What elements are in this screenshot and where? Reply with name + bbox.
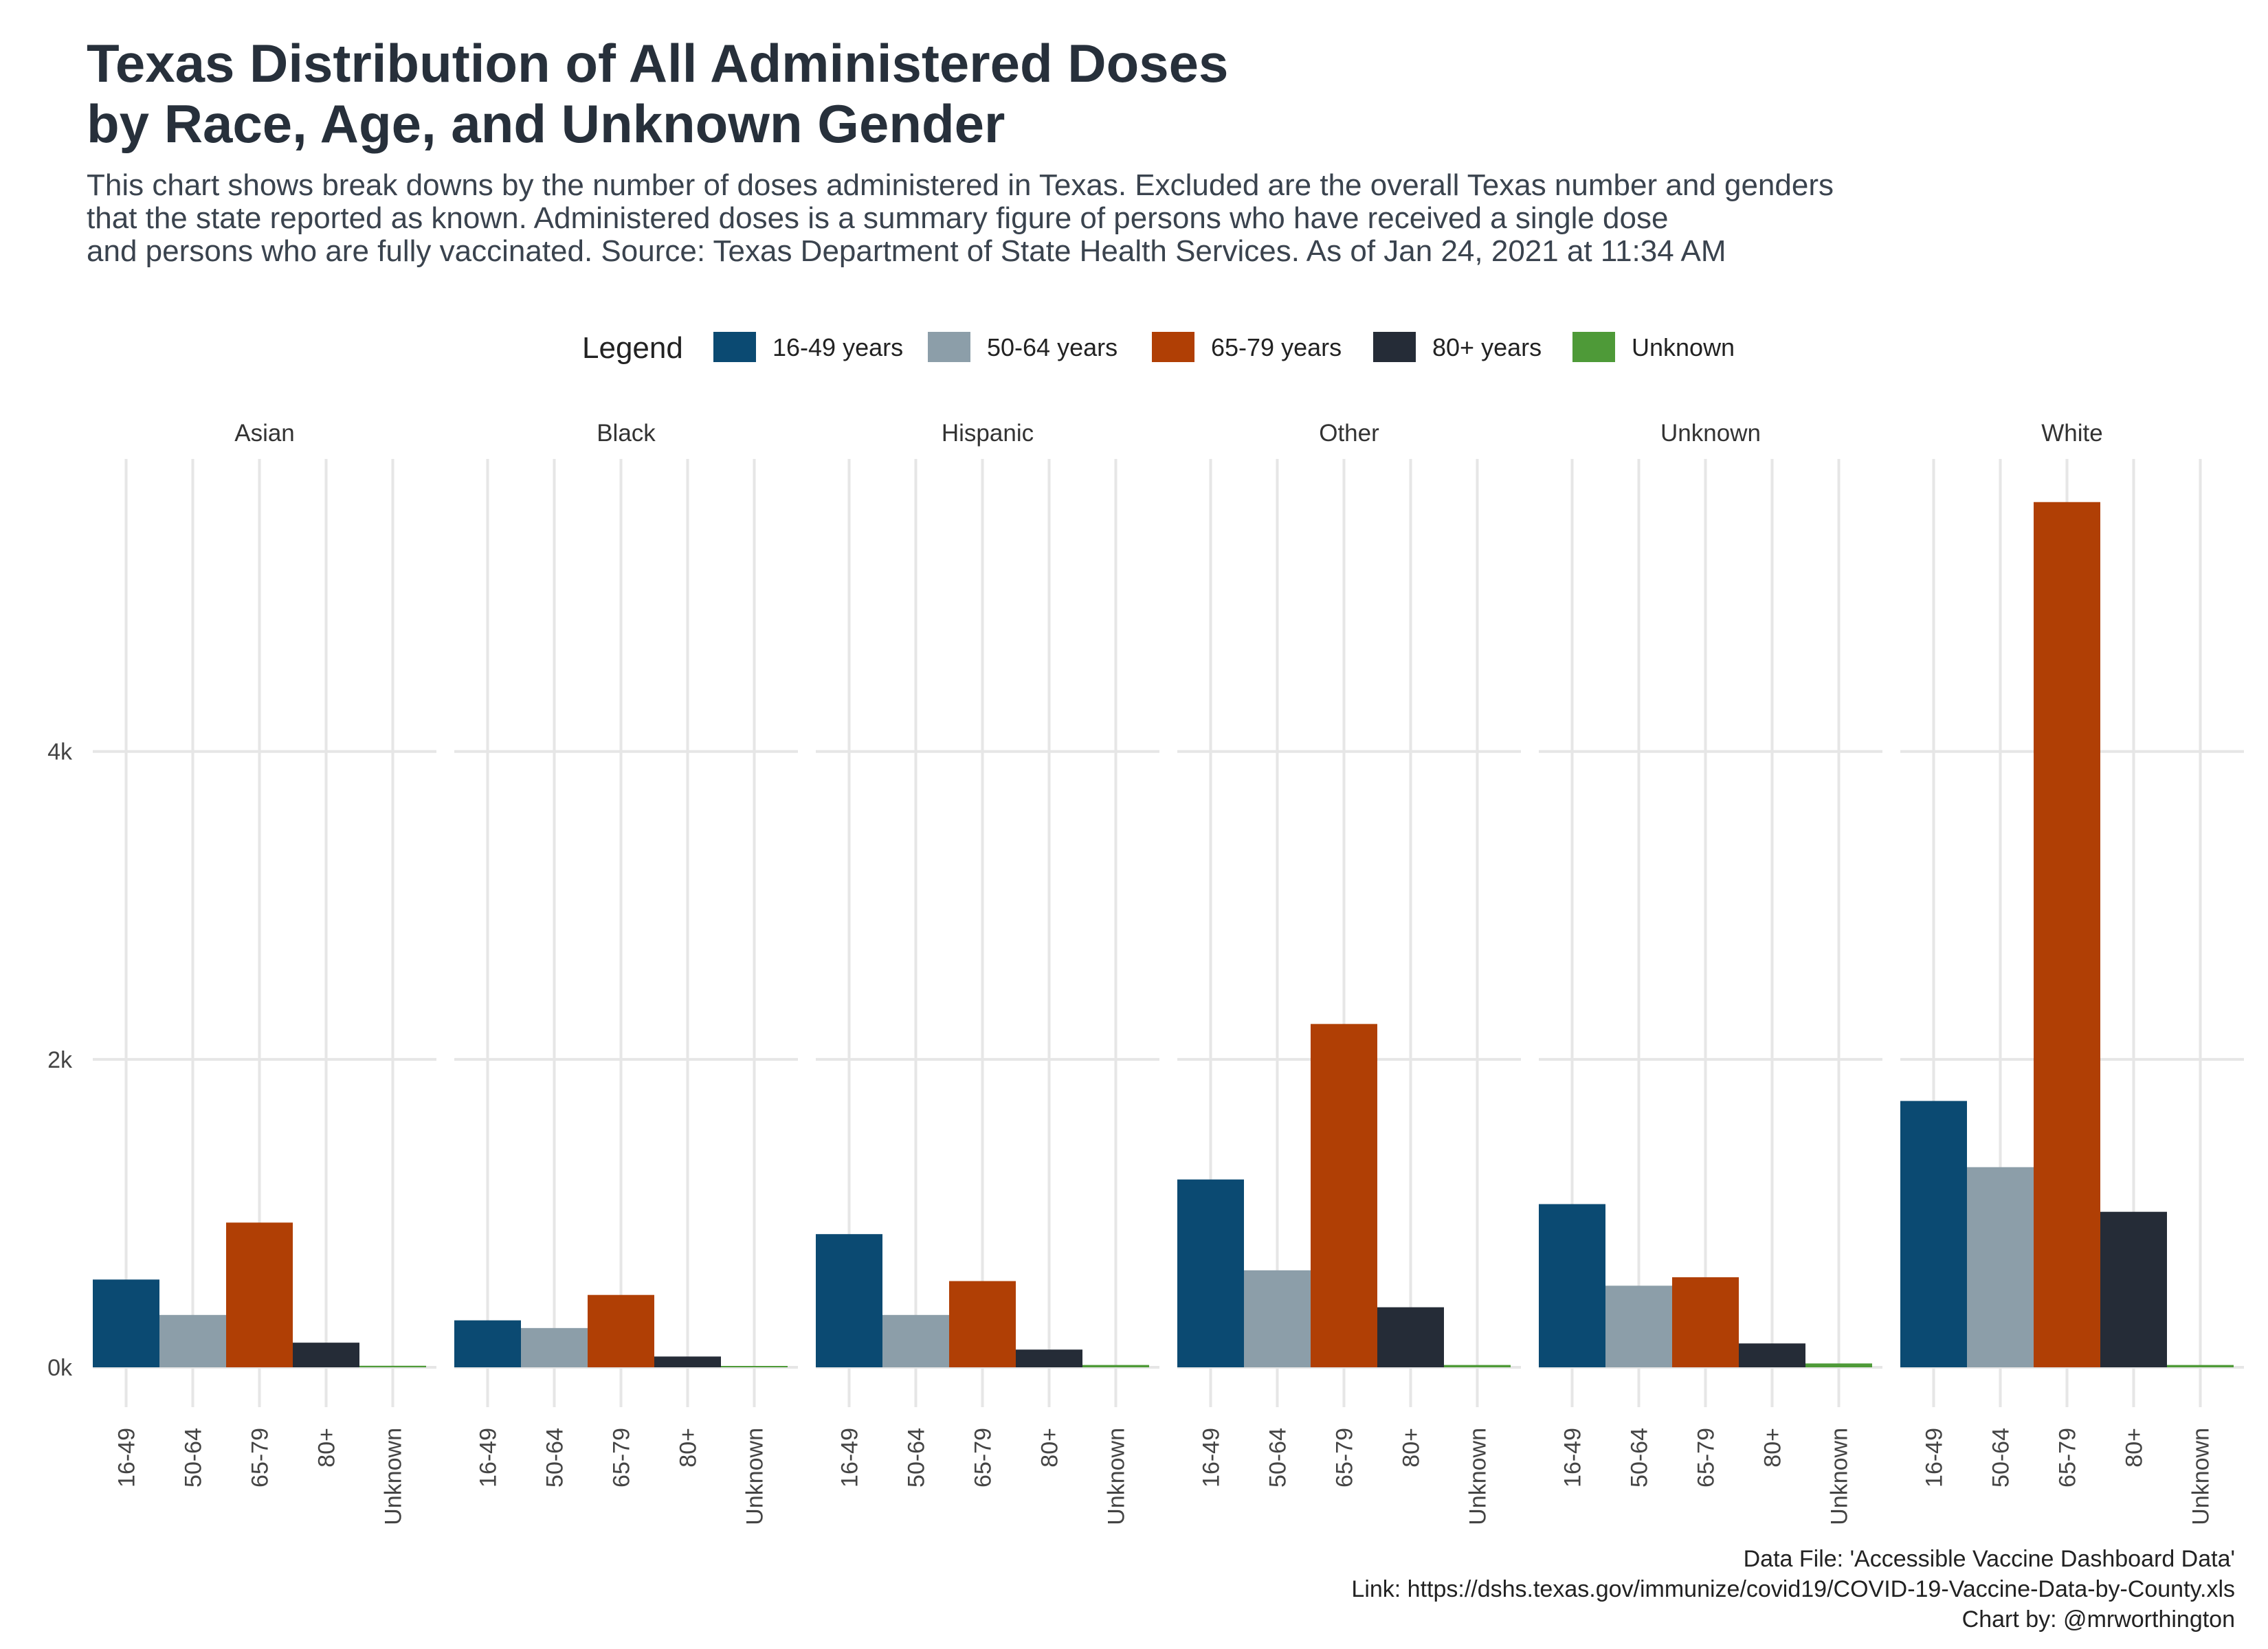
bar-asian-unknown (359, 1365, 426, 1367)
x-tick-label-black-65-79: 65-79 (609, 1428, 635, 1488)
x-tick-label-asian-80: 80+ (314, 1428, 340, 1468)
chart-title-line-2: by Race, Age, and Unknown Gender (87, 93, 1005, 154)
x-tick-label-white-16-49: 16-49 (1922, 1428, 1948, 1488)
y-tick-label-2k: 2k (47, 1047, 73, 1073)
x-tick-label-black-unknown: Unknown (742, 1428, 768, 1525)
x-tick-label-other-80: 80+ (1399, 1428, 1425, 1468)
bar-black-unknown (721, 1366, 788, 1367)
facet-label-hispanic: Hispanic (942, 420, 1034, 447)
bar-asian-16-49 (93, 1279, 159, 1367)
x-tick-label-black-50-64: 50-64 (542, 1428, 568, 1488)
legend-label-16-49: 16-49 years (772, 333, 903, 361)
y-tick-label-4k: 4k (47, 739, 73, 765)
x-tick-label-other-unknown: Unknown (1465, 1428, 1491, 1525)
bar-other-50-64 (1244, 1270, 1311, 1367)
x-tick-label-asian-16-49: 16-49 (114, 1428, 140, 1488)
x-tick-label-hispanic-16-49: 16-49 (837, 1428, 863, 1488)
facet-label-white: White (2041, 420, 2102, 447)
x-tick-label-other-50-64: 50-64 (1265, 1428, 1291, 1488)
caption-data-file: Data File: 'Accessible Vaccine Dashboard… (1743, 1546, 2235, 1572)
bar-other-unknown (1444, 1365, 1511, 1367)
bar-asian-65-79 (226, 1222, 293, 1367)
facet-label-unknown: Unknown (1660, 420, 1761, 447)
bar-hispanic-80 (1016, 1349, 1082, 1367)
bar-hispanic-16-49 (816, 1234, 882, 1367)
y-tick-label-0k: 0k (47, 1355, 73, 1381)
bar-asian-80 (293, 1343, 359, 1367)
x-tick-label-unknown-80: 80+ (1760, 1428, 1786, 1468)
x-tick-label-other-16-49: 16-49 (1199, 1428, 1225, 1488)
bar-white-16-49 (1900, 1101, 1967, 1367)
legend-label-unknown: Unknown (1632, 333, 1735, 361)
x-tick-label-hispanic-50-64: 50-64 (904, 1428, 930, 1488)
bar-other-65-79 (1311, 1024, 1377, 1367)
bar-black-50-64 (521, 1327, 588, 1367)
bar-white-80 (2100, 1211, 2167, 1367)
caption-author: Chart by: @mrworthington (1961, 1606, 2235, 1633)
bar-black-80 (654, 1356, 721, 1367)
subtitle-line-2: that the state reported as known. Admini… (87, 201, 1669, 235)
x-tick-label-hispanic-80: 80+ (1037, 1428, 1063, 1468)
bar-unknown-unknown (1805, 1363, 1872, 1367)
chart-subtitle: This chart shows break downs by the numb… (87, 169, 2217, 268)
bar-hispanic-65-79 (949, 1281, 1016, 1367)
chart-title: Texas Distribution of All Administered D… (87, 33, 1874, 154)
facet-label-black: Black (597, 420, 656, 447)
legend-swatch-unknown (1572, 332, 1615, 362)
legend-swatch-65-79 (1152, 332, 1194, 362)
bar-other-16-49 (1177, 1179, 1244, 1367)
bar-white-65-79 (2034, 502, 2100, 1367)
bar-black-65-79 (588, 1294, 654, 1367)
bar-asian-50-64 (159, 1314, 226, 1367)
facet-label-asian: Asian (234, 420, 295, 447)
bar-chart: Legend 16-49 years 50-64 years 65-79 years 8… (47, 331, 2244, 1525)
x-tick-label-black-80: 80+ (676, 1428, 702, 1468)
x-tick-label-unknown-65-79: 65-79 (1693, 1428, 1720, 1488)
bar-hispanic-unknown (1082, 1365, 1149, 1367)
legend-label-50-64: 50-64 years (987, 333, 1118, 361)
x-tick-label-white-unknown: Unknown (2188, 1428, 2214, 1525)
bar-other-80 (1377, 1307, 1444, 1367)
x-tick-label-unknown-unknown: Unknown (1827, 1428, 1853, 1525)
x-tick-label-unknown-50-64: 50-64 (1627, 1428, 1653, 1488)
bar-hispanic-50-64 (882, 1314, 949, 1367)
bar-unknown-80 (1739, 1343, 1805, 1367)
subtitle-line-1: This chart shows break downs by the numb… (87, 168, 1834, 202)
x-tick-label-white-65-79: 65-79 (2055, 1428, 2081, 1488)
x-tick-label-asian-unknown: Unknown (381, 1428, 407, 1525)
x-tick-label-unknown-16-49: 16-49 (1560, 1428, 1586, 1488)
bar-unknown-65-79 (1672, 1277, 1739, 1367)
x-tick-label-hispanic-unknown: Unknown (1104, 1428, 1130, 1525)
legend-label-80: 80+ years (1432, 333, 1542, 361)
x-tick-label-black-16-49: 16-49 (476, 1428, 502, 1488)
legend-swatch-50-64 (928, 332, 970, 362)
caption-link: Link: https://dshs.texas.gov/immunize/co… (1351, 1576, 2235, 1602)
bar-unknown-50-64 (1605, 1286, 1672, 1367)
legend-title: Legend (582, 331, 683, 365)
legend-swatch-80 (1373, 332, 1416, 362)
bar-white-unknown (2167, 1365, 2234, 1367)
bar-black-16-49 (454, 1320, 521, 1367)
subtitle-line-3: and persons who are fully vaccinated. So… (87, 234, 1726, 268)
bar-unknown-16-49 (1539, 1204, 1605, 1367)
x-tick-label-white-80: 80+ (2122, 1428, 2148, 1468)
chart-title-line-1: Texas Distribution of All Administered D… (87, 33, 1229, 93)
bar-white-50-64 (1967, 1167, 2034, 1367)
facet-label-other: Other (1319, 420, 1379, 447)
x-tick-label-white-50-64: 50-64 (1988, 1428, 2014, 1488)
x-tick-label-asian-50-64: 50-64 (181, 1428, 207, 1488)
legend-label-65-79: 65-79 years (1211, 333, 1342, 361)
x-tick-label-hispanic-65-79: 65-79 (970, 1428, 997, 1488)
legend-swatch-16-49 (713, 332, 756, 362)
x-tick-label-asian-65-79: 65-79 (247, 1428, 274, 1488)
x-tick-label-other-65-79: 65-79 (1332, 1428, 1358, 1488)
